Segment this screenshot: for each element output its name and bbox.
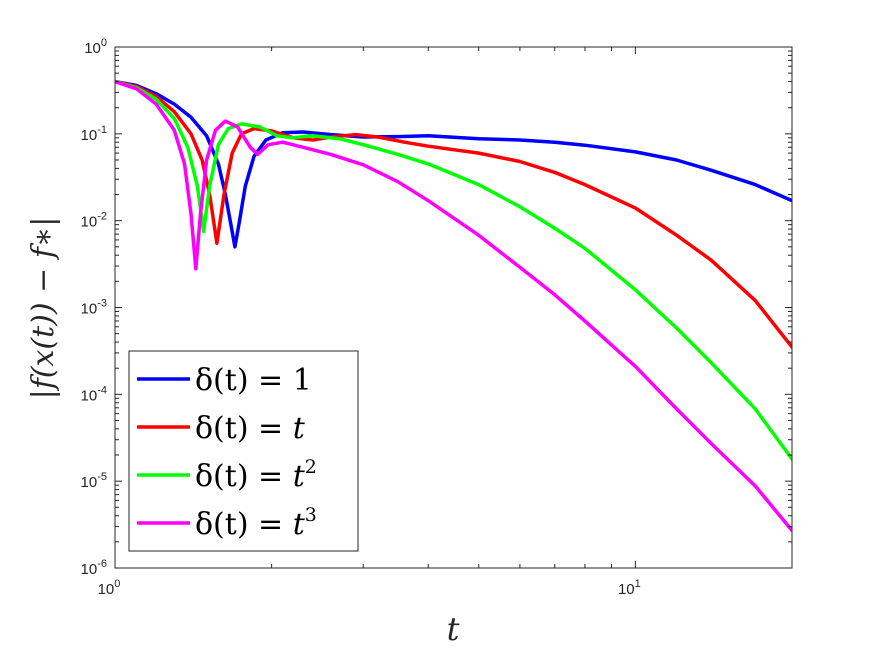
legend-label-1: δ(t) = 1 bbox=[195, 363, 312, 398]
axes-box bbox=[114, 46, 793, 569]
y-tick-label-7: 10-6 bbox=[81, 558, 107, 578]
x-axis-label: t bbox=[447, 610, 460, 648]
x-tick-labels: 100 101 bbox=[98, 578, 641, 598]
legend-label-4: δ(t) = t3 bbox=[195, 504, 317, 542]
series-line-4 bbox=[115, 79, 792, 533]
legend-box bbox=[128, 350, 359, 552]
series-line-2 bbox=[115, 79, 792, 349]
y-tick-labels: 100 10-1 10-2 10-3 10-4 10-5 10-6 bbox=[81, 37, 107, 578]
y-tick-label-4: 10-3 bbox=[81, 298, 107, 318]
x-tick-label-2: 101 bbox=[618, 578, 641, 598]
series-line-3 bbox=[115, 79, 792, 461]
x-tick-label-1: 100 bbox=[98, 578, 121, 598]
y-axis-label: |f(x(t)) − f∗| bbox=[26, 217, 61, 400]
y-tick-label-5: 10-4 bbox=[81, 384, 107, 404]
y-tick-label-3: 10-2 bbox=[81, 211, 107, 231]
y-tick-label-6: 10-5 bbox=[81, 471, 107, 491]
legend-label-3: δ(t) = t2 bbox=[195, 456, 317, 494]
series-layer bbox=[115, 79, 792, 533]
legend: δ(t) = 1 δ(t) = t δ(t) = t2 δ(t) = t3 bbox=[128, 350, 359, 552]
legend-label-2: δ(t) = t bbox=[195, 411, 306, 446]
y-tick-label-2: 10-1 bbox=[81, 124, 107, 144]
y-tick-label-1: 100 bbox=[84, 37, 107, 57]
